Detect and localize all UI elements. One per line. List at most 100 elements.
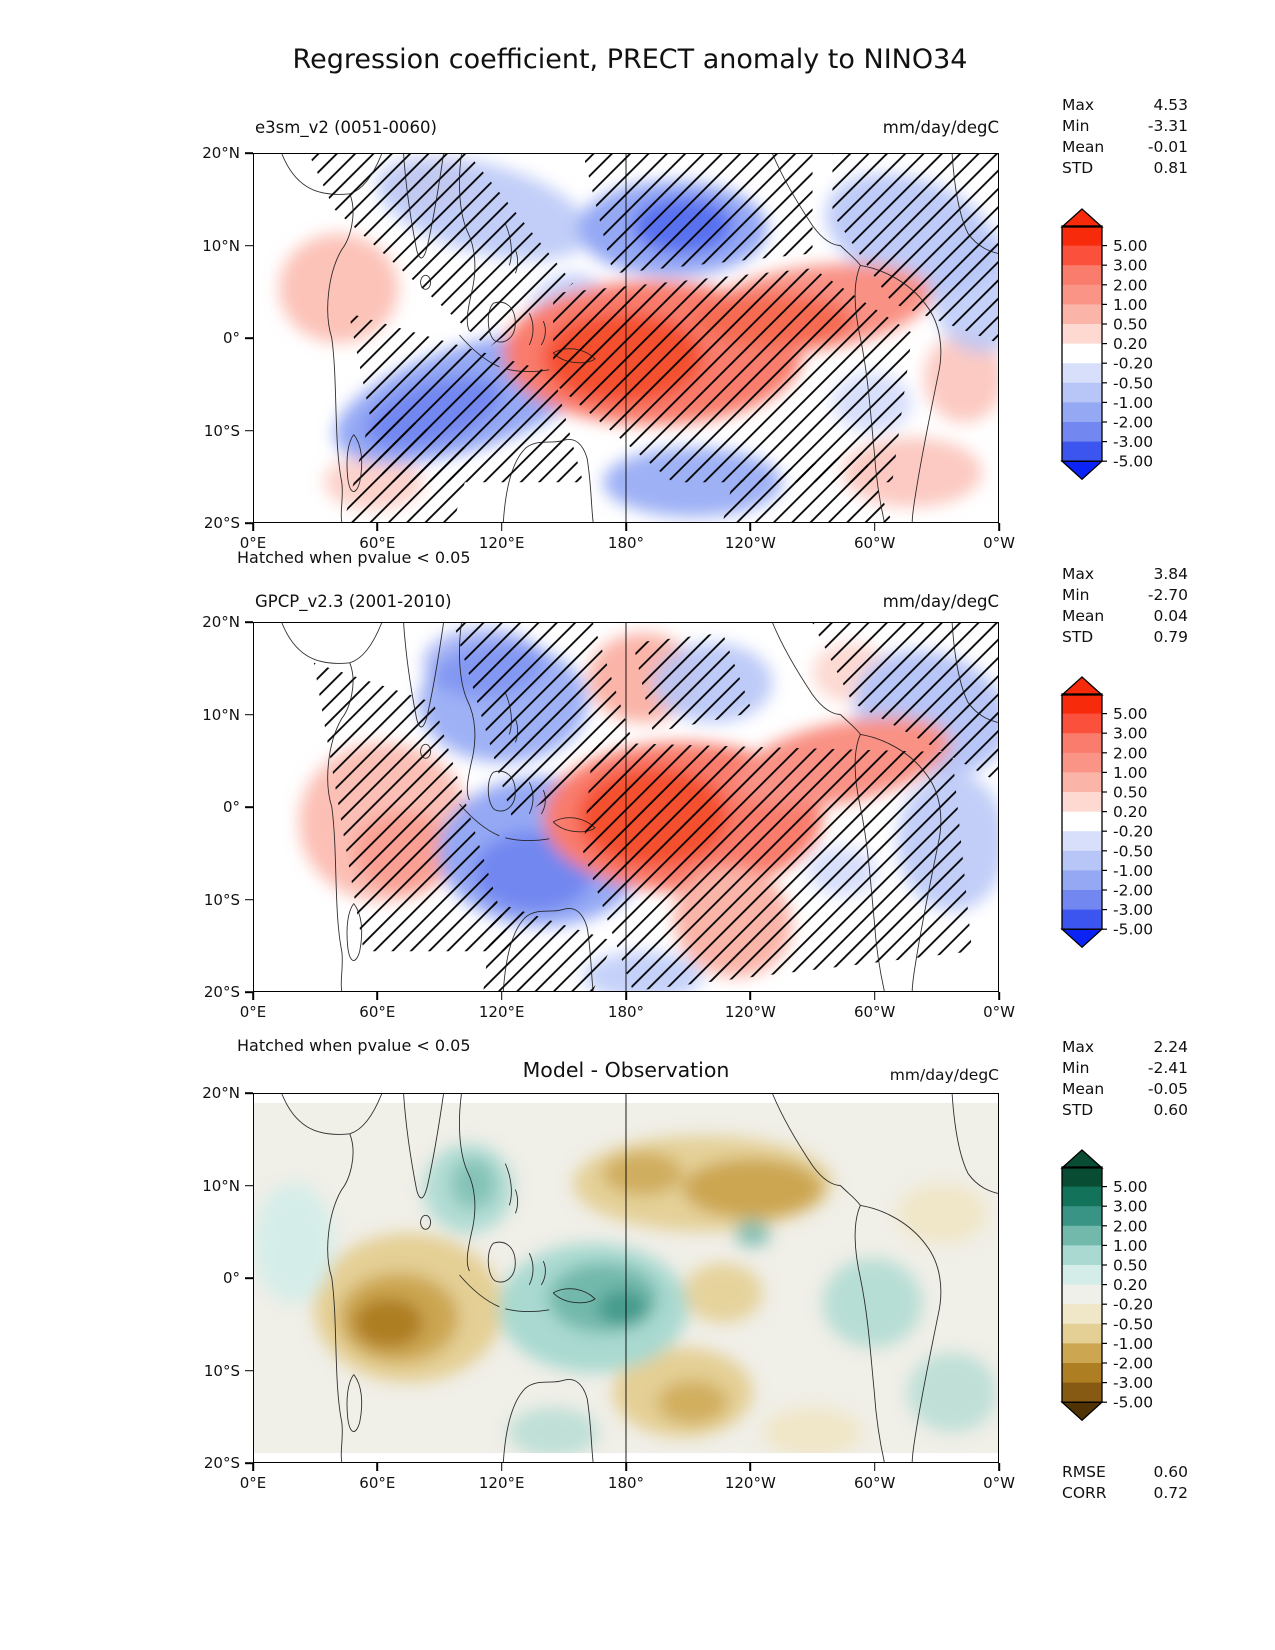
svg-text:-5.00: -5.00 (1113, 921, 1153, 939)
svg-text:1.00: 1.00 (1113, 764, 1148, 782)
svg-text:5.00: 5.00 (1113, 237, 1148, 255)
svg-text:0.20: 0.20 (1113, 803, 1148, 821)
panel2-subtitle-row: GPCP_v2.3 (2001-2010) mm/day/degC (253, 592, 999, 616)
stat-value-std: 0.79 (1153, 628, 1188, 646)
svg-text:-2.00: -2.00 (1113, 414, 1153, 432)
panel2-dataset-label: GPCP_v2.3 (2001-2010) (255, 592, 452, 611)
panel2-map-svg (254, 623, 998, 991)
panel1-x-axis: 0°E 60°E 120°E 180° 120°W 60°W 0°W (240, 523, 1015, 555)
stat-row: Min -2.70 (1062, 585, 1188, 606)
stat-row: Min -3.31 (1062, 116, 1188, 137)
stat-label-max: Max (1062, 1038, 1095, 1056)
panel1-dataset-label: e3sm_v2 (0051-0060) (255, 118, 437, 137)
svg-text:-0.50: -0.50 (1113, 842, 1153, 860)
svg-text:-3.00: -3.00 (1113, 433, 1153, 451)
svg-text:2.00: 2.00 (1113, 276, 1148, 294)
panel2-units-label: mm/day/degC (882, 592, 999, 611)
panel1-map (253, 153, 999, 523)
svg-text:0.50: 0.50 (1113, 1257, 1148, 1275)
stat-row: Max 2.24 (1062, 1037, 1188, 1058)
stat-label-corr: CORR (1062, 1484, 1107, 1502)
svg-text:0.20: 0.20 (1113, 1276, 1148, 1294)
stat-row: RMSE 0.60 (1062, 1462, 1188, 1483)
stat-label-max: Max (1062, 565, 1095, 583)
svg-text:-0.50: -0.50 (1113, 374, 1153, 392)
coastlines (281, 1094, 998, 1462)
stat-value-min: -3.31 (1147, 117, 1188, 135)
stat-label-rmse: RMSE (1062, 1463, 1106, 1481)
stat-value-mean: -0.01 (1147, 138, 1188, 156)
stat-label-std: STD (1062, 1101, 1094, 1119)
svg-text:2.00: 2.00 (1113, 1217, 1148, 1235)
stat-row: Max 4.53 (1062, 95, 1188, 116)
stat-label-std: STD (1062, 628, 1094, 646)
panel1-colorbar: 5.00 3.00 2.00 1.00 0.50 0.20 -0.20 -0.50 -1.00 -… (1060, 207, 1190, 489)
panel1-stats: Max 4.53 Min -3.31 Mean -0.01 STD 0.81 (1062, 95, 1188, 179)
coastlines (281, 154, 998, 522)
stat-value-mean: -0.05 (1147, 1080, 1188, 1098)
panel1-subtitle-row: e3sm_v2 (0051-0060) mm/day/degC (253, 118, 999, 142)
svg-text:-2.00: -2.00 (1113, 882, 1153, 900)
svg-text:-3.00: -3.00 (1113, 1374, 1153, 1392)
stat-row: STD 0.81 (1062, 158, 1188, 179)
svg-text:-1.00: -1.00 (1113, 1335, 1153, 1353)
svg-text:-5.00: -5.00 (1113, 1394, 1153, 1412)
panel3-map (253, 1093, 999, 1463)
stat-value-min: -2.70 (1147, 586, 1188, 604)
panel2-x-axis: 0°E 60°E 120°E 180° 120°W 60°W 0°W (240, 992, 1015, 1024)
panel1-units-label: mm/day/degC (882, 118, 999, 137)
svg-text:3.00: 3.00 (1113, 257, 1148, 275)
stat-row: CORR 0.72 (1062, 1483, 1188, 1504)
svg-text:5.00: 5.00 (1113, 1178, 1148, 1196)
svg-text:0.50: 0.50 (1113, 316, 1148, 334)
svg-text:-0.20: -0.20 (1113, 823, 1153, 841)
panel1-hatch-note: Hatched when pvalue < 0.05 (237, 548, 471, 567)
stat-value-corr: 0.72 (1153, 1484, 1188, 1502)
svg-text:-1.00: -1.00 (1113, 862, 1153, 880)
panel2-y-axis: 20°N 10°N 0° 10°S 20°S (0, 613, 253, 1001)
svg-text:-5.00: -5.00 (1113, 453, 1153, 471)
stat-row: Min -2.41 (1062, 1058, 1188, 1079)
stat-value-min: -2.41 (1147, 1059, 1188, 1077)
svg-text:-3.00: -3.00 (1113, 901, 1153, 919)
svg-text:0.20: 0.20 (1113, 335, 1148, 353)
stat-row: Mean -0.01 (1062, 137, 1188, 158)
stat-value-std: 0.81 (1153, 159, 1188, 177)
panel2-hatch-note: Hatched when pvalue < 0.05 (237, 1036, 471, 1055)
stat-value-std: 0.60 (1153, 1101, 1188, 1119)
stat-value-max: 3.84 (1153, 565, 1188, 583)
svg-text:1.00: 1.00 (1113, 1237, 1148, 1255)
svg-text:3.00: 3.00 (1113, 725, 1148, 743)
stat-row: STD 0.60 (1062, 1100, 1188, 1121)
svg-text:-0.20: -0.20 (1113, 355, 1153, 373)
stat-label-min: Min (1062, 1059, 1090, 1077)
stat-label-std: STD (1062, 159, 1094, 177)
bias-field (254, 1135, 998, 1458)
svg-text:-0.50: -0.50 (1113, 1315, 1153, 1333)
svg-text:-0.20: -0.20 (1113, 1296, 1153, 1314)
panel3-skill-scores: RMSE 0.60 CORR 0.72 (1062, 1462, 1188, 1504)
panel3-map-svg (254, 1094, 998, 1462)
panel3-title-row: Model - Observation mm/day/degC (253, 1058, 999, 1088)
panel3-title: Model - Observation (522, 1058, 730, 1082)
stat-label-mean: Mean (1062, 138, 1105, 156)
stat-label-mean: Mean (1062, 607, 1105, 625)
figure-title: Regression coefficient, PRECT anomaly to… (292, 44, 968, 75)
stat-value-max: 4.53 (1153, 96, 1188, 114)
svg-text:2.00: 2.00 (1113, 744, 1148, 762)
panel3-y-axis: 20°N 10°N 0° 10°S 20°S (0, 1084, 253, 1472)
significance-hatching (308, 154, 998, 522)
coastlines (281, 623, 998, 991)
stat-row: Mean 0.04 (1062, 606, 1188, 627)
stat-value-rmse: 0.60 (1153, 1463, 1188, 1481)
panel2-map (253, 622, 999, 992)
svg-text:-1.00: -1.00 (1113, 394, 1153, 412)
stat-label-max: Max (1062, 96, 1095, 114)
svg-text:-2.00: -2.00 (1113, 1355, 1153, 1373)
svg-text:5.00: 5.00 (1113, 705, 1148, 723)
panel2-colorbar: 5.00 3.00 2.00 1.00 0.50 0.20 -0.20 -0.50 -1.00 -… (1060, 675, 1190, 957)
stat-value-max: 2.24 (1153, 1038, 1188, 1056)
panel3-units-label: mm/day/degC (889, 1066, 999, 1084)
stat-value-mean: 0.04 (1153, 607, 1188, 625)
